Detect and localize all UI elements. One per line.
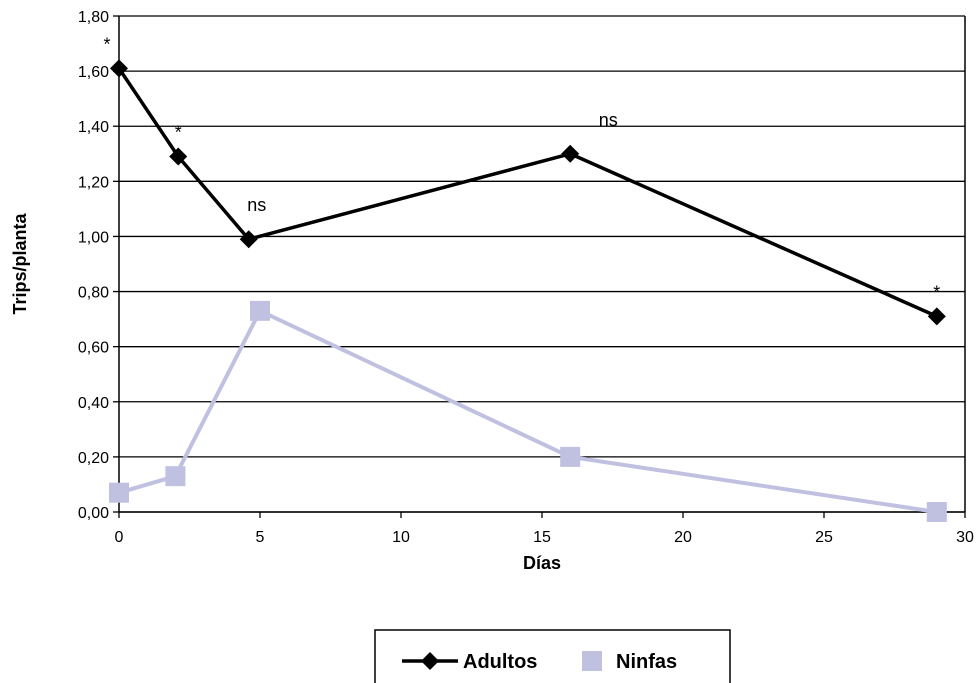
x-tick-label: 0 — [115, 529, 124, 546]
annotation-label: ns — [247, 195, 266, 215]
y-tick-label: 1,20 — [78, 174, 109, 191]
data-point-adultos — [110, 59, 128, 78]
data-point-adultos — [239, 230, 258, 249]
data-point-ninfas — [926, 502, 947, 522]
x-tick-label: 15 — [533, 529, 551, 546]
x-tick-label: 10 — [392, 529, 410, 546]
series-line-ninfas — [118, 308, 938, 514]
y-tick-label: 1,00 — [78, 229, 109, 246]
data-point-adultos — [927, 307, 946, 326]
annotation-label: * — [175, 123, 182, 143]
y-tick-label: 1,80 — [78, 9, 109, 26]
series-adultos: * * ns ns * — [103, 34, 946, 326]
series-line-adultos — [117, 67, 938, 318]
y-tick-labels: 0,00 0,20 0,40 0,60 0,80 1,00 1,20 1,40 1,60 1,80 — [78, 9, 109, 522]
data-point-ninfas — [250, 300, 270, 321]
legend-label-ninfas: Ninfas — [616, 651, 677, 673]
legend-item-adultos: Adultos — [402, 651, 537, 673]
x-tick-label: 30 — [956, 529, 974, 546]
data-point-ninfas — [560, 446, 581, 467]
series-ninfas — [109, 300, 947, 522]
data-point-ninfas — [165, 466, 186, 487]
y-tick-label: 1,40 — [78, 119, 109, 136]
legend-marker-adultos — [421, 652, 439, 670]
legend-marker-ninfas — [582, 651, 602, 671]
annotation-label: * — [933, 282, 940, 302]
data-point-adultos — [561, 144, 580, 163]
y-tick-label: 0,00 — [78, 505, 109, 522]
data-point-adultos — [169, 147, 188, 166]
data-point-ninfas — [109, 482, 129, 503]
legend-item-ninfas: Ninfas — [582, 651, 677, 673]
y-tick-label: 0,80 — [78, 285, 109, 302]
x-tick-labels: 0 5 10 15 20 25 30 — [115, 529, 974, 546]
y-tick-label: 0,20 — [78, 450, 109, 467]
annotation-label: * — [103, 34, 110, 54]
x-tick-label: 5 — [256, 529, 265, 546]
y-tick-label: 1,60 — [78, 64, 109, 81]
y-tick-label: 0,40 — [78, 395, 109, 412]
gridlines — [119, 15, 965, 513]
legend-label-adultos: Adultos — [463, 651, 537, 673]
x-tick-label: 25 — [815, 529, 833, 546]
x-axis-title: Días — [523, 553, 561, 573]
y-tick-label: 0,60 — [78, 340, 109, 357]
annotation-label: ns — [599, 110, 618, 130]
x-tick-label: 20 — [674, 529, 692, 546]
series-layer: * * ns ns * — [103, 34, 947, 522]
legend: Adultos Ninfas — [374, 629, 731, 683]
y-axis-title: Trips/planta — [10, 213, 30, 315]
axes — [113, 15, 966, 518]
